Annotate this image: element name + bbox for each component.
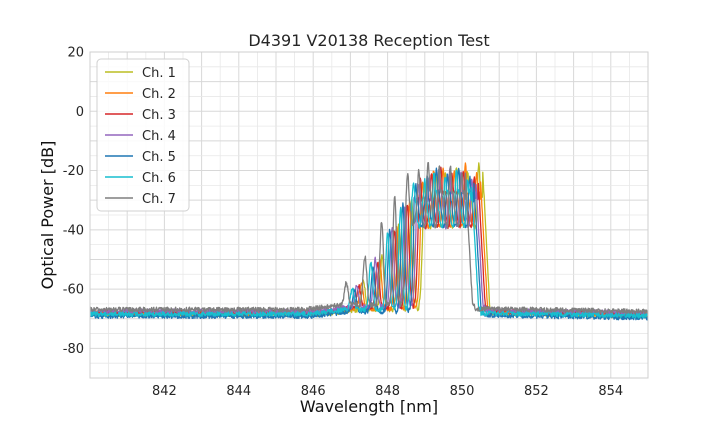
y-tick-label: -80 [63,342,84,357]
x-tick-label: 848 [375,384,400,399]
series-line-7 [90,161,648,315]
series-line-6 [90,169,648,319]
plot-frame [89,51,649,379]
legend-label: Ch. 4 [142,129,176,144]
x-tick-label: 842 [152,384,177,399]
series-line-5 [90,167,648,321]
legend: Ch. 1 Ch. 2 Ch. 3 Ch. 4 Ch. 5 Ch. 6 Ch. 7 [96,58,190,212]
legend-label: Ch. 3 [142,108,176,123]
legend-label: Ch. 6 [142,171,176,186]
x-tick-label: 850 [450,384,475,399]
series-group [90,161,648,321]
x-axis-ticks: 842 844 846 848 850 852 854 [152,384,623,399]
legend-box [96,58,190,212]
y-tick-label: 0 [76,105,84,120]
x-axis-label: Wavelength [nm] [300,397,438,416]
x-tick-label: 846 [301,384,326,399]
chart-title: D4391 V20138 Reception Test [248,31,489,50]
y-axis-ticks: -80 -60 -40 -20 0 20 [63,46,84,357]
y-tick-label: 20 [67,46,84,61]
legend-label: Ch. 2 [142,87,176,102]
y-tick-label: -60 [63,283,84,298]
legend-label: Ch. 7 [142,192,176,207]
x-tick-label: 852 [524,384,549,399]
x-tick-label: 854 [598,384,623,399]
y-tick-label: -40 [63,223,84,238]
y-axis-label: Optical Power [dB] [38,141,57,290]
x-tick-label: 844 [226,384,251,399]
legend-label: Ch. 1 [142,66,176,81]
y-tick-label: -20 [63,164,84,179]
legend-label: Ch. 5 [142,150,176,165]
